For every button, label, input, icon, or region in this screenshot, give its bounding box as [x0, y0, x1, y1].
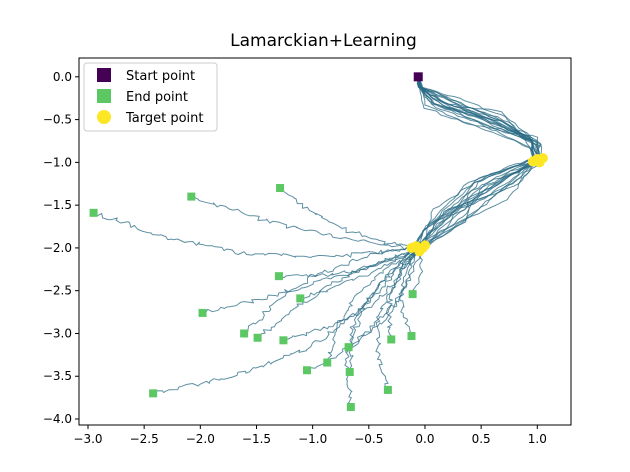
- y-tick-label: −1.5: [43, 198, 72, 212]
- x-tick-label: −1.0: [298, 432, 327, 446]
- x-tick-label: −0.5: [354, 432, 383, 446]
- legend-square-swatch: [97, 68, 111, 82]
- x-tick-label: −3.0: [73, 432, 102, 446]
- trajectory-path: [412, 76, 535, 295]
- end-point-marker: [303, 366, 312, 375]
- end-point-marker: [387, 335, 396, 344]
- y-tick-label: −4.0: [43, 412, 72, 426]
- legend: Start point End point Target point: [83, 62, 218, 132]
- x-tick-label: 0.5: [472, 432, 491, 446]
- x-tick-label: −2.5: [130, 432, 159, 446]
- trajectory-path: [385, 76, 542, 340]
- target-point-marker: [419, 240, 430, 251]
- end-point-marker: [408, 290, 417, 299]
- x-tick-label: −1.5: [242, 432, 271, 446]
- end-point-marker: [346, 403, 355, 412]
- trajectory-path: [399, 76, 537, 337]
- trajectory-path: [278, 76, 540, 279]
- trajectory-path: [348, 76, 535, 348]
- chart-title: Lamarckian+Learning: [230, 31, 417, 51]
- y-tick-label: −3.5: [43, 369, 72, 383]
- plot-frame: [78, 57, 572, 426]
- end-point-marker: [198, 308, 207, 317]
- end-point-marker: [274, 272, 283, 281]
- legend-square-swatch: [97, 89, 111, 103]
- y-tick-label: −1.0: [43, 155, 72, 169]
- y-tick-label: −0.5: [43, 113, 72, 127]
- legend-box: [83, 62, 218, 132]
- end-point-marker: [276, 184, 285, 193]
- end-point-marker: [187, 192, 196, 201]
- end-point-marker: [89, 208, 98, 217]
- legend-circle-swatch: [97, 110, 111, 124]
- x-tick-label: 0.0: [415, 432, 434, 446]
- y-tick-label: −2.0: [43, 241, 72, 255]
- end-point-marker: [345, 367, 354, 376]
- x-tick-label: 1.0: [528, 432, 547, 446]
- end-point-marker: [279, 336, 288, 345]
- end-point-marker: [149, 389, 158, 398]
- target-point-marker: [406, 242, 417, 253]
- point-markers: [89, 72, 548, 412]
- end-point-marker: [323, 358, 332, 367]
- trajectory-path: [344, 76, 540, 408]
- end-point-marker: [383, 385, 392, 394]
- x-tick-label: −2.0: [186, 432, 215, 446]
- y-tick-label: 0.0: [53, 70, 72, 84]
- end-point-marker: [240, 329, 249, 338]
- end-point-marker: [407, 332, 416, 341]
- y-tick-label: −3.0: [43, 326, 72, 340]
- end-point-marker: [344, 343, 353, 352]
- end-point-marker: [296, 294, 305, 303]
- target-point-marker: [534, 157, 545, 168]
- legend-entry-label: Target point: [125, 111, 204, 126]
- legend-entry-label: Start point: [126, 69, 195, 84]
- axes: −3.0 −2.5 −2.0 −1.5 −1.0 −0.5 0.0 0.5 1.0 0.0 −0.5…: [43, 57, 572, 446]
- y-tick-label: −2.5: [43, 284, 72, 298]
- trajectory-path: [279, 76, 543, 250]
- start-point-marker: [413, 72, 423, 82]
- end-point-marker: [253, 333, 262, 342]
- trajectory-path: [375, 76, 540, 391]
- legend-entry-label: End point: [126, 90, 188, 105]
